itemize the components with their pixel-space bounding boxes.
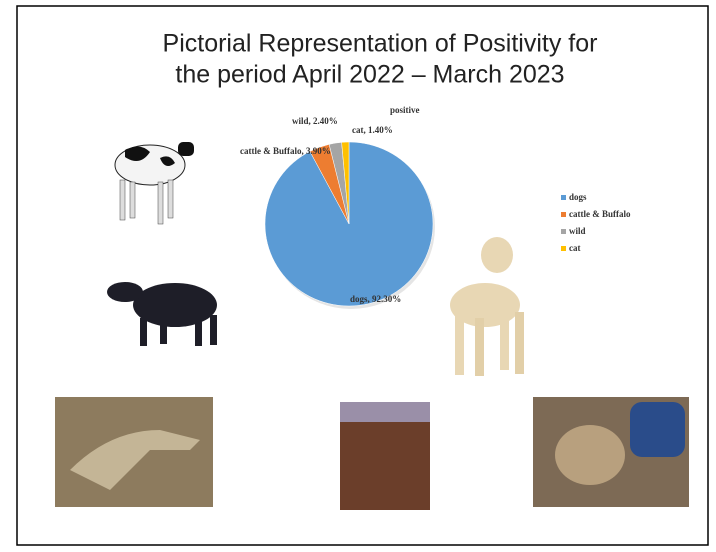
data-label: wild, 2.40%	[292, 116, 338, 126]
chart-subtitle: the period April 2022 – March 2023	[175, 61, 564, 89]
legend-label: dogs	[569, 192, 587, 202]
legend: dogs cattle & Buffalo wild cat	[561, 192, 631, 253]
data-label: cat, 1.40%	[352, 125, 393, 135]
data-label: cattle & Buffalo, 3.90%	[240, 146, 331, 156]
chart-title: Pictorial Representation of Positivity f…	[163, 30, 598, 58]
pie-slice	[341, 141, 350, 225]
legend-label: cat	[569, 243, 581, 253]
legend-label: cattle & Buffalo	[569, 209, 631, 219]
legend-swatch	[561, 212, 566, 217]
dog-photo	[450, 237, 524, 376]
photo-background	[340, 402, 430, 422]
jackal-figure	[70, 430, 200, 490]
data-label: dogs, 92.30%	[350, 294, 401, 304]
pie: dogs, 92.30% cattle & Buffalo, 3.90% wild,…	[240, 116, 435, 309]
legend-swatch	[561, 246, 566, 251]
legend-label: wild	[569, 226, 586, 236]
pie-title: positive	[390, 105, 420, 115]
cat-figure	[555, 425, 625, 485]
bag	[630, 402, 685, 457]
cow-photo	[114, 142, 194, 225]
legend-swatch	[561, 195, 566, 200]
legend-swatch	[561, 229, 566, 234]
buffalo-photo	[107, 282, 217, 346]
